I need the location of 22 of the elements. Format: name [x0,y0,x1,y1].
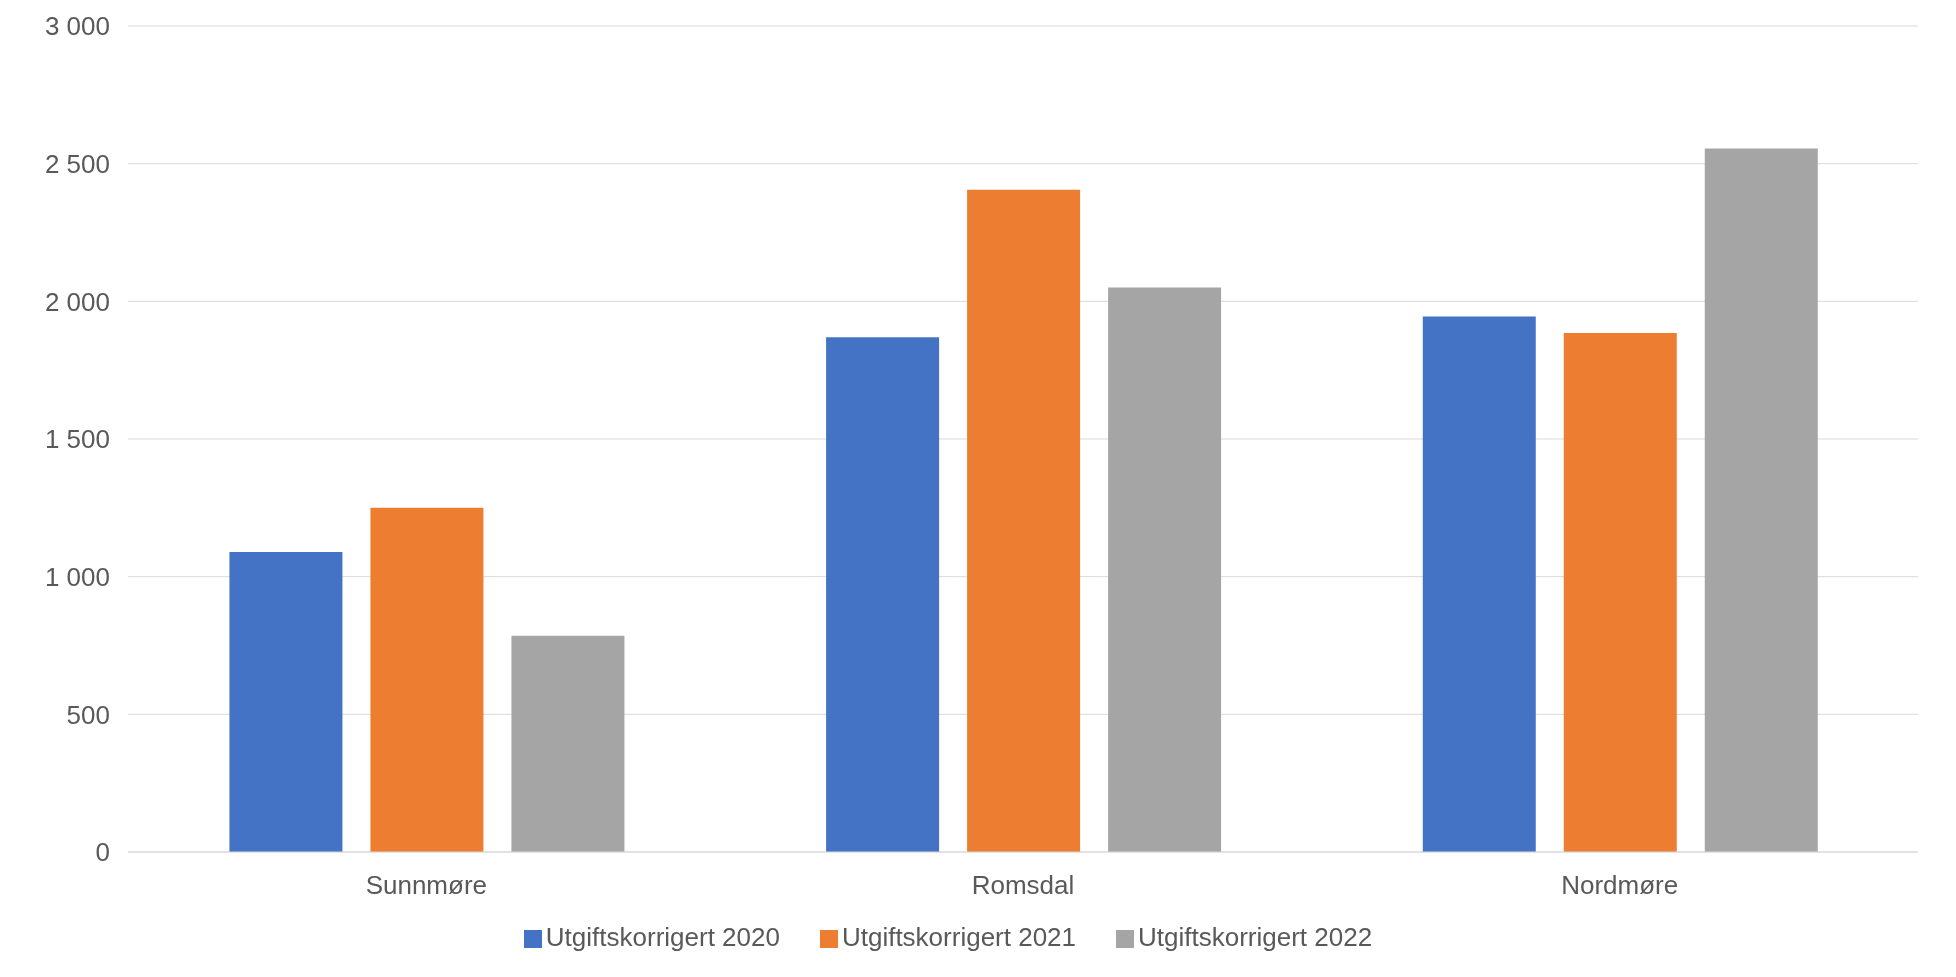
x-tick-label: Romsdal [971,870,1075,901]
bar [229,551,343,852]
x-tick-label: Sunnmøre [365,870,488,901]
bar [1108,287,1222,852]
x-tick-label: Nordmøre [1561,870,1679,901]
y-tick-label: 3 000 [44,11,110,42]
bar [1563,333,1677,852]
y-tick-label: 2 500 [44,148,110,179]
bar [967,189,1081,852]
legend-label: Utgiftskorrigert 2020 [545,922,780,952]
bar [511,635,625,852]
bar [370,507,484,852]
legend-label: Utgiftskorrigert 2021 [841,922,1077,952]
y-tick-label: 0 [95,837,110,868]
y-tick-label: 1 000 [44,561,110,592]
bar [1422,316,1536,852]
y-tick-label: 1 500 [44,424,110,455]
bar [826,337,940,852]
bar [1704,148,1818,852]
y-tick-label: 500 [66,699,110,730]
legend-label: Utgiftskorrigert 2022 [1138,922,1373,952]
y-tick-label: 2 000 [44,286,110,317]
